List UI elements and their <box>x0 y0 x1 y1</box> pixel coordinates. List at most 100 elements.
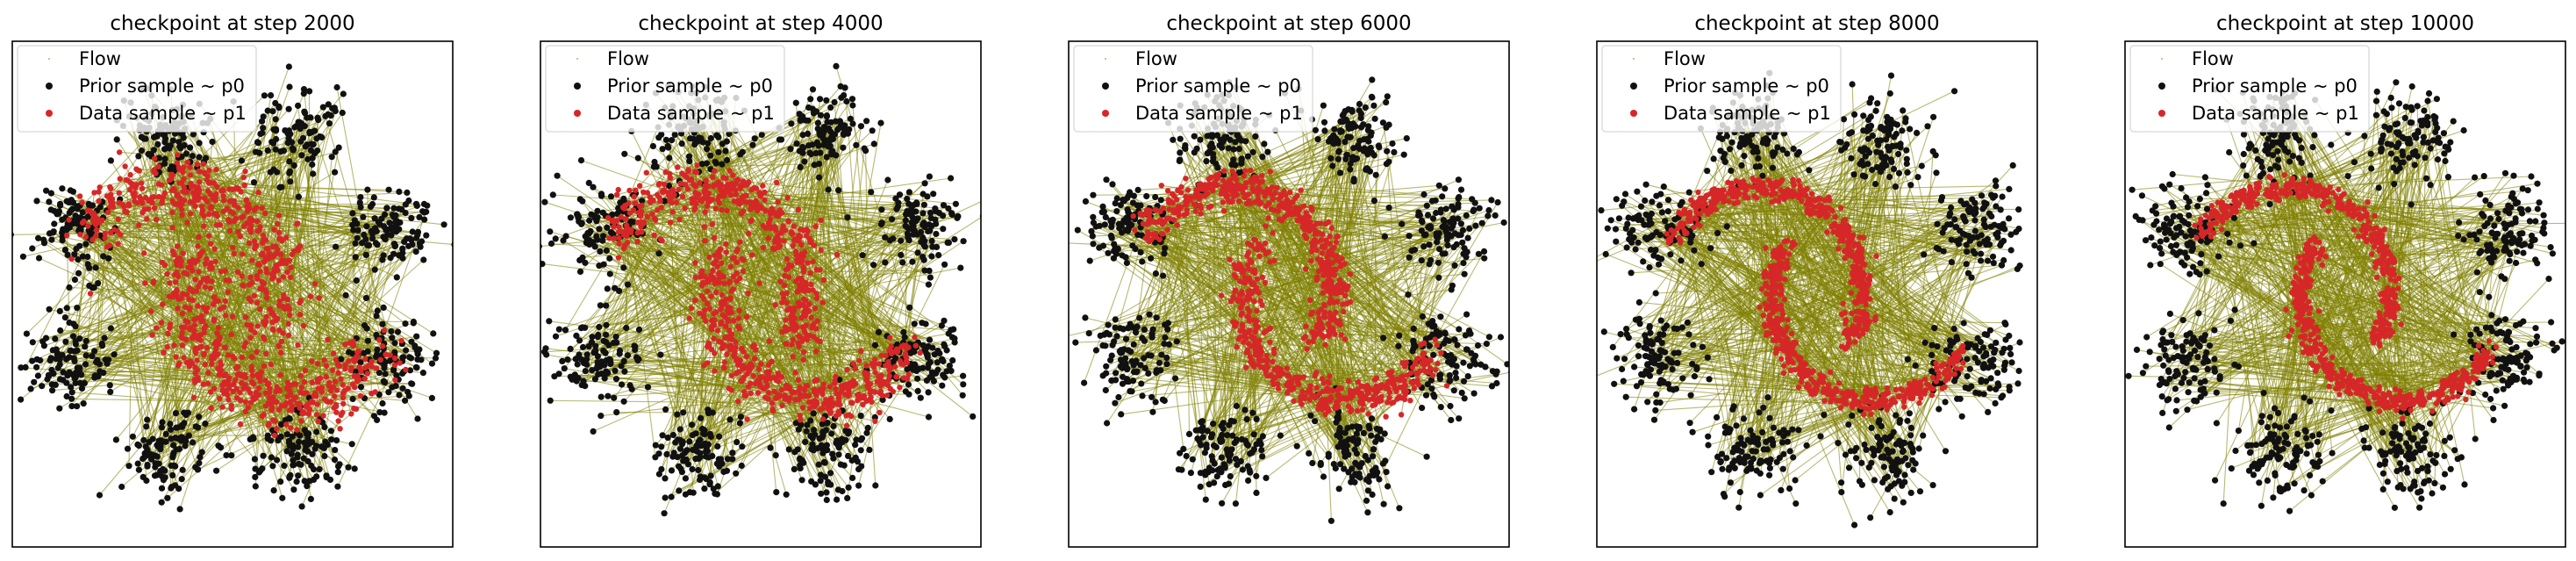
prior-point <box>376 370 383 377</box>
prior-point <box>612 376 620 383</box>
data-point <box>226 227 233 234</box>
prior-point <box>56 405 63 412</box>
prior-point <box>857 123 865 130</box>
data-point <box>259 205 265 212</box>
data-point <box>801 266 807 272</box>
data-point <box>171 342 177 349</box>
data-point <box>211 246 218 252</box>
prior-point <box>905 381 912 388</box>
data-point <box>733 344 739 350</box>
prior-point <box>844 214 851 221</box>
data-point <box>708 293 714 299</box>
data-point <box>840 386 846 392</box>
data-point <box>651 232 657 239</box>
flow-line <box>605 307 692 326</box>
data-point <box>244 321 250 328</box>
data-point <box>187 164 193 170</box>
prior-point <box>402 209 409 217</box>
prior-point <box>287 471 294 479</box>
prior-point <box>325 101 332 108</box>
prior-point <box>270 166 277 173</box>
data-point <box>737 357 743 363</box>
prior-point <box>169 451 176 458</box>
data-point <box>306 406 313 413</box>
data-point <box>808 314 814 320</box>
prior-point <box>255 469 262 476</box>
data-point <box>352 358 358 364</box>
prior-point <box>575 375 582 382</box>
data-point <box>335 362 341 368</box>
prior-point <box>952 200 959 207</box>
data-point <box>728 331 735 338</box>
prior-point <box>290 146 297 153</box>
data-point <box>700 312 707 318</box>
data-point <box>315 418 321 425</box>
prior-point <box>89 353 96 360</box>
prior-point <box>371 225 378 232</box>
data-point <box>200 381 207 387</box>
data-point <box>134 199 140 206</box>
data-point <box>814 295 820 301</box>
prior-point <box>354 234 361 241</box>
data-point <box>287 274 294 281</box>
prior-point <box>338 356 345 363</box>
data-point <box>725 318 732 325</box>
prior-point <box>620 264 627 271</box>
prior-point <box>82 241 89 248</box>
prior-point <box>209 138 216 146</box>
data-point <box>726 327 733 334</box>
prior-point <box>393 372 400 379</box>
prior-point <box>18 364 25 371</box>
prior-point <box>698 414 705 421</box>
prior-point <box>301 108 308 115</box>
data-point <box>132 191 138 198</box>
prior-point <box>107 325 114 332</box>
data-point <box>240 251 246 257</box>
prior-point <box>800 144 807 151</box>
prior-point <box>659 146 666 153</box>
prior-point <box>238 157 245 164</box>
prior-point <box>40 236 47 243</box>
data-point <box>221 304 227 310</box>
prior-point <box>350 227 357 234</box>
prior-point <box>389 334 396 342</box>
data-point <box>176 167 182 173</box>
prior-point <box>620 357 627 364</box>
data-point <box>151 194 157 200</box>
data-point <box>609 218 615 225</box>
data-point <box>626 187 633 194</box>
data-point <box>292 394 299 400</box>
prior-point <box>413 364 420 371</box>
prior-point <box>914 249 921 256</box>
prior-point <box>397 219 404 227</box>
flow-line <box>771 208 827 450</box>
prior-point <box>824 119 831 126</box>
data-point <box>314 361 321 367</box>
data-point <box>263 350 269 357</box>
prior-point <box>304 155 311 162</box>
data-point <box>247 224 254 231</box>
data-point <box>102 235 108 241</box>
data-point <box>810 258 816 265</box>
prior-point <box>66 319 73 327</box>
data-point <box>724 207 730 214</box>
prior-point <box>91 348 98 355</box>
data-point <box>273 388 279 394</box>
prior-point <box>603 247 611 255</box>
data-point <box>776 241 782 247</box>
prior-point <box>552 235 559 242</box>
data-point <box>743 354 749 360</box>
data-point <box>235 185 241 191</box>
flow-line <box>173 148 294 190</box>
prior-point <box>326 120 333 127</box>
prior-point <box>555 326 562 333</box>
data-point <box>107 196 113 202</box>
data-point <box>182 324 188 330</box>
prior-point <box>356 199 363 206</box>
prior-point <box>559 357 566 364</box>
data-point <box>204 305 211 311</box>
prior-point <box>901 334 908 341</box>
prior-point <box>705 140 712 147</box>
prior-point <box>772 452 779 459</box>
prior-point <box>713 491 721 498</box>
